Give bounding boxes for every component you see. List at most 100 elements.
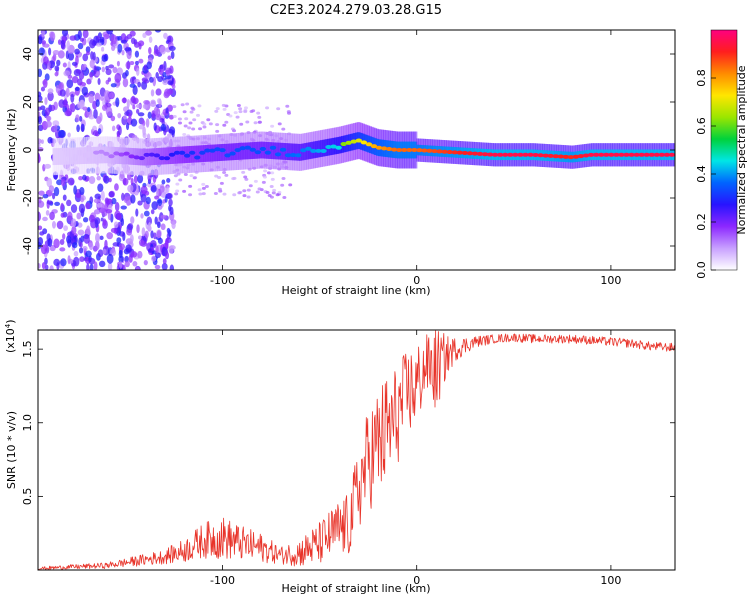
spectrogram-ridge-cell (592, 152, 600, 157)
snr-multiplier-label: (x104) (4, 319, 17, 353)
snr-x-tick-label: 100 (600, 574, 621, 587)
spectrogram-band (85, 147, 89, 164)
spectrogram-noise-cell (111, 125, 116, 132)
spectrogram-noise-cell (110, 248, 116, 257)
spectrogram-noise-cell (99, 112, 103, 122)
spectrogram-band (307, 142, 311, 160)
spectrogram-noise-cell (191, 107, 196, 111)
spectrogram-noise-cell (282, 195, 287, 199)
spectrogram-noise-cell (182, 189, 187, 193)
spectrogram-noise-cell (130, 177, 134, 185)
spectrogram-noise-cell (56, 179, 63, 186)
spectrogram-band (56, 148, 60, 165)
spectrogram-noise-cell (89, 71, 94, 78)
spectrogram-ridge-cell (532, 152, 539, 157)
spectrogram-noise-cell (78, 203, 86, 214)
spectrogram-ridge-cell (315, 148, 322, 153)
spectrogram-ridge-cell (396, 148, 403, 152)
spectrogram-ridge-cell (461, 150, 469, 155)
spectrogram-band (293, 143, 297, 161)
spectrogram-noise-cell (77, 229, 85, 236)
snr-panel: -100 0 100 0.5 1.0 1.5 Height of straight li… (4, 319, 676, 595)
spectrogram-ridge-cell (502, 152, 509, 157)
spectrogram-band (145, 148, 149, 166)
spectrogram-noise-cell (72, 242, 78, 249)
spectrogram-noise-cell (138, 58, 144, 64)
spectrogram-noise-cell (281, 127, 286, 131)
spectrogram-noise-cell (87, 106, 91, 113)
spectrogram-noise-cell (245, 120, 250, 124)
spectrogram-band (162, 147, 166, 165)
spectrogram-noise-cell (244, 177, 249, 181)
spectrogram-noise-cell (155, 245, 159, 254)
spectrogram-noise-cell (60, 202, 64, 211)
spectrogram-ridge-cell (598, 152, 605, 157)
snr-x-tick-label: 0 (413, 574, 420, 587)
spectrogram-noise-cell (261, 180, 266, 184)
spectrogram-noise-cell (93, 108, 98, 119)
spectrogram-noise-cell (38, 68, 43, 78)
spectrogram-noise-cell (201, 192, 206, 196)
spectrogram-noise-cell (160, 123, 167, 132)
spectrogram-band (213, 144, 217, 162)
spectrogram-band (243, 142, 247, 160)
spectrogram-noise-cell (154, 30, 162, 33)
spectrogram-noise-cell (235, 115, 240, 119)
spectrogram-noise-cell (120, 39, 128, 44)
spectrogram-ridge-cell (486, 152, 494, 157)
spectrogram-noise-cell (167, 55, 172, 61)
spectrogram-noise-cell (74, 86, 81, 91)
spectrogram-noise-cell (94, 209, 99, 215)
snr-series-group (38, 330, 675, 570)
spectrogram-band (59, 148, 63, 165)
spectrogram-y-axis-title: Frequency (Hz) (5, 109, 18, 192)
spectrogram-noise-cell (66, 79, 74, 89)
spectrogram-ridge-cell (300, 148, 307, 153)
spectrogram-ridge-cell (123, 151, 130, 156)
spectrogram-band (286, 143, 290, 161)
spectrogram-ridge-cell (183, 153, 191, 158)
spectrogram-noise-cell (182, 110, 187, 114)
snr-y-tick-label: 1.0 (21, 414, 34, 432)
spectrogram-ridge-cell (587, 152, 595, 157)
spectrogram-noise-cell (67, 177, 75, 186)
spectrogram-noise-cell (40, 244, 47, 249)
spectrogram-band (176, 146, 180, 164)
spectrogram-band (150, 148, 154, 166)
colorbar: 0.0 0.2 0.4 0.6 0.8 Normalized spectral ampl… (695, 29, 748, 279)
colorbar-tick-label: 0.4 (695, 165, 708, 183)
spectrogram-ridge-cell (158, 156, 166, 161)
spectrogram-noise-cell (144, 30, 152, 36)
spectrogram-noise-cell (118, 125, 122, 136)
spectrogram-noise-cell (277, 190, 282, 194)
spectrogram-noise-cell (188, 184, 193, 188)
spectrogram-noise-cell (275, 193, 280, 197)
spectrogram-noise-cell (108, 64, 115, 69)
spectrogram-noise-cell (117, 43, 123, 53)
spectrogram-noise-cell (48, 185, 55, 193)
spectrogram-band (274, 142, 278, 160)
spectrogram-band (223, 143, 227, 161)
spectrogram-band (269, 142, 273, 159)
spectrogram-band (66, 147, 70, 165)
spectrogram-noise-cell (79, 241, 83, 248)
chart-title: C2E3.2024.279.03.28.G15 (270, 3, 442, 18)
spectrogram-noise-cell (86, 51, 90, 56)
spectrogram-ridge-cell (219, 148, 226, 153)
spectrogram-ridge-cell (335, 145, 342, 150)
spectrogram-noise-cell (78, 71, 85, 80)
spectrogram-noise-cell (47, 238, 53, 247)
spectrogram-ridge-cell (98, 149, 105, 154)
spectrogram-x-tick-label: -100 (210, 274, 235, 287)
spectrogram-ridge-cell (577, 154, 585, 159)
spectrogram-band (101, 146, 105, 164)
spectrogram-noise-cell (215, 107, 220, 111)
spectrogram-noise-cell (93, 65, 97, 75)
spectrogram-noise-cell (267, 193, 272, 197)
spectrogram-band (216, 144, 220, 162)
spectrogram-ridge-cell (385, 146, 393, 151)
spectrogram-noise-cell (151, 255, 157, 262)
spectrogram-ridge-cell (653, 152, 660, 157)
spectrogram-noise-cell (183, 173, 188, 177)
spectrogram-noise-cell (53, 258, 61, 267)
